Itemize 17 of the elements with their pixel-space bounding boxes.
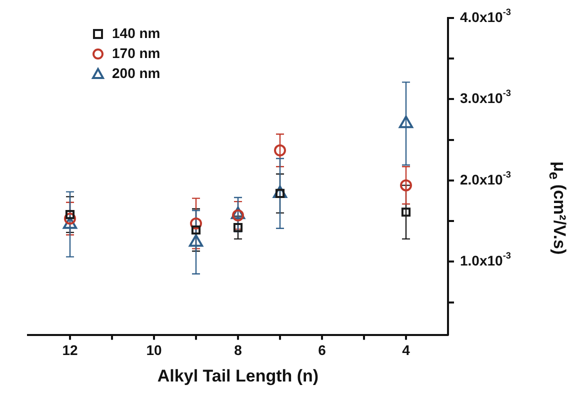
- legend-label: 140 nm: [112, 24, 160, 41]
- point: [190, 218, 202, 230]
- point: [65, 210, 75, 220]
- point: [233, 223, 243, 232]
- point: [398, 116, 414, 128]
- x-tick-label: 4: [402, 342, 410, 358]
- point: [400, 179, 412, 192]
- legend-label: 200 nm: [112, 64, 160, 81]
- x-tick-label: 8: [234, 342, 242, 358]
- point: [191, 225, 201, 235]
- point: [401, 208, 411, 217]
- x-tick-label: 10: [146, 342, 162, 358]
- point: [274, 144, 286, 156]
- x-axis-title: Alkyl Tail Length (n): [157, 366, 319, 386]
- x-tick-label: 12: [62, 342, 78, 358]
- legend-label: 170 nm: [112, 44, 160, 61]
- x-tick-label: 6: [318, 342, 326, 358]
